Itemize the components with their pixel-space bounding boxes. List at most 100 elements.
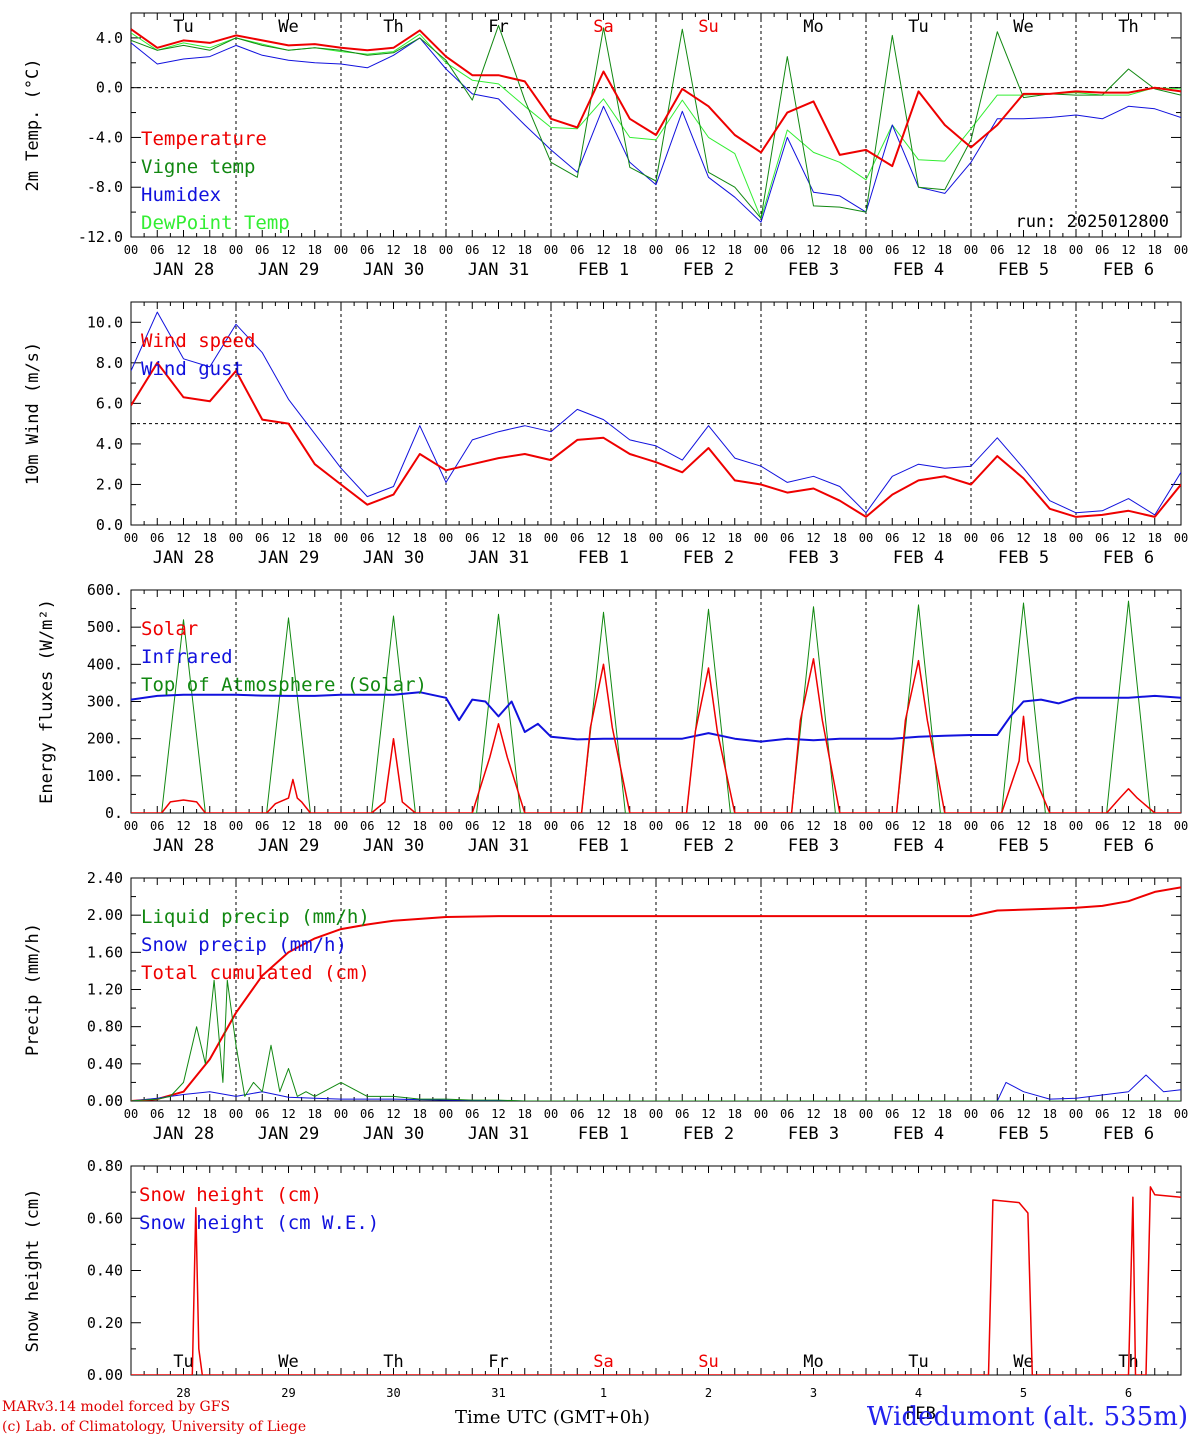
x-tick-label: 18 <box>203 243 217 257</box>
y-tick-label: 1.20 <box>87 981 123 999</box>
x-tick-label: 00 <box>649 243 663 257</box>
y-tick-label: -8.0 <box>87 178 123 196</box>
date-label: JAN 29 <box>258 260 319 280</box>
x-tick-label: 06 <box>360 819 374 833</box>
x-tick-label: 12 <box>596 243 610 257</box>
x-tick-label: 12 <box>1121 1107 1135 1121</box>
day-name: Th <box>383 17 403 37</box>
x-tick-label: 00 <box>544 243 558 257</box>
day-name: Tu <box>173 1352 193 1372</box>
date-label: FEB 6 <box>1103 548 1154 568</box>
x-tick-label: 00 <box>754 243 768 257</box>
y-tick-label: 200. <box>87 730 123 748</box>
x-tick-label: 12 <box>911 531 925 545</box>
x-tick-label: 00 <box>964 243 978 257</box>
x-tick-label: 00 <box>229 1107 243 1121</box>
x-tick-label: 00 <box>1174 531 1188 545</box>
x-tick-label: 18 <box>623 819 637 833</box>
x-tick-label: 12 <box>701 1107 715 1121</box>
x-tick-label: 06 <box>885 531 899 545</box>
y-tick-label: 8.0 <box>96 354 123 372</box>
date-label: JAN 29 <box>258 836 319 856</box>
day-name: Sa <box>593 1352 613 1372</box>
date-label: FEB 1 <box>578 836 629 856</box>
x-tick-label: 12 <box>386 819 400 833</box>
x-tick-label: 12 <box>1016 531 1030 545</box>
day-number: 28 <box>176 1386 190 1400</box>
x-tick-label: 00 <box>964 819 978 833</box>
x-tick-label: 18 <box>203 819 217 833</box>
x-tick-label: 12 <box>386 243 400 257</box>
y-tick-label: 0.0 <box>96 79 123 97</box>
date-label: FEB 1 <box>578 1124 629 1144</box>
legend-entry: Wind speed <box>141 330 255 352</box>
x-tick-label: 06 <box>465 531 479 545</box>
x-tick-label: 00 <box>964 1107 978 1121</box>
date-label: JAN 28 <box>153 836 214 856</box>
y-tick-label: 2.0 <box>96 475 123 493</box>
panel-1: 4.0 0.0 -4.0 -8.0 -12.0 2m Temp. (°C) 00 06 12 18… <box>23 12 1188 280</box>
legend-entry: Snow height (cm W.E.) <box>139 1212 379 1234</box>
day-number: 30 <box>386 1386 400 1400</box>
x-tick-label: 06 <box>570 1107 584 1121</box>
day-name: Fr <box>488 17 508 37</box>
date-label: FEB 2 <box>683 260 734 280</box>
x-tick-label: 18 <box>728 1107 742 1121</box>
x-tick-label: 12 <box>806 243 820 257</box>
x-tick-label: 06 <box>990 1107 1004 1121</box>
x-tick-label: 00 <box>754 819 768 833</box>
legend-entry: Wind gust <box>141 358 244 380</box>
x-tick-label: 12 <box>701 819 715 833</box>
x-tick-label: 06 <box>570 819 584 833</box>
x-tick-label: 12 <box>1121 531 1135 545</box>
x-tick-label: 18 <box>413 1107 427 1121</box>
x-tick-label: 12 <box>491 819 505 833</box>
plot-frame <box>130 12 1182 238</box>
date-label: FEB 5 <box>998 548 1049 568</box>
x-tick-label: 06 <box>150 819 164 833</box>
date-label: FEB 4 <box>893 548 944 568</box>
y-tick-label: 0.40 <box>87 1055 123 1073</box>
x-tick-label: 00 <box>124 243 138 257</box>
x-tick-label: 06 <box>780 1107 794 1121</box>
x-tick-label: 18 <box>413 531 427 545</box>
series-line <box>131 311 1181 516</box>
legend-entry: Solar <box>141 618 198 640</box>
x-tick-label: 12 <box>911 1107 925 1121</box>
legend-entry: Temperature <box>141 128 267 150</box>
x-tick-label: 18 <box>833 531 847 545</box>
day-number: 31 <box>491 1386 505 1400</box>
legend-entry: Total cumulated (cm) <box>141 962 370 984</box>
x-tick-label: 00 <box>859 1107 873 1121</box>
x-tick-label: 12 <box>596 1107 610 1121</box>
x-tick-label: 12 <box>176 531 190 545</box>
run-annotation: run: 2025012800 <box>1015 212 1169 232</box>
day-name: Tu <box>908 1352 928 1372</box>
x-tick-label: 12 <box>911 819 925 833</box>
day-number: 6 <box>1125 1386 1132 1400</box>
x-tick-label: 18 <box>518 243 532 257</box>
date-label: FEB 4 <box>893 260 944 280</box>
date-label: JAN 29 <box>258 548 319 568</box>
series-line <box>131 691 1181 743</box>
x-tick-label: 18 <box>518 531 532 545</box>
y-tick-label: 0.00 <box>87 1366 123 1384</box>
date-label: FEB 5 <box>998 836 1049 856</box>
x-tick-label: 18 <box>1043 531 1057 545</box>
series-line <box>131 886 1181 1101</box>
x-tick-label: 00 <box>544 819 558 833</box>
day-name: Mo <box>803 17 823 37</box>
day-name: Fr <box>488 1352 508 1372</box>
y-tick-label: 0. <box>105 804 123 822</box>
legend-entry: Liquid precip (mm/h) <box>141 906 370 928</box>
series-line <box>131 1186 1181 1375</box>
x-tick-label: 06 <box>1095 243 1109 257</box>
date-label: JAN 31 <box>468 836 529 856</box>
x-tick-label: 12 <box>701 531 715 545</box>
x-tick-label: 06 <box>1095 1107 1109 1121</box>
x-tick-label: 00 <box>229 531 243 545</box>
day-name: Mo <box>803 1352 823 1372</box>
x-tick-label: 00 <box>964 531 978 545</box>
x-tick-label: 06 <box>465 819 479 833</box>
x-tick-label: 18 <box>203 531 217 545</box>
